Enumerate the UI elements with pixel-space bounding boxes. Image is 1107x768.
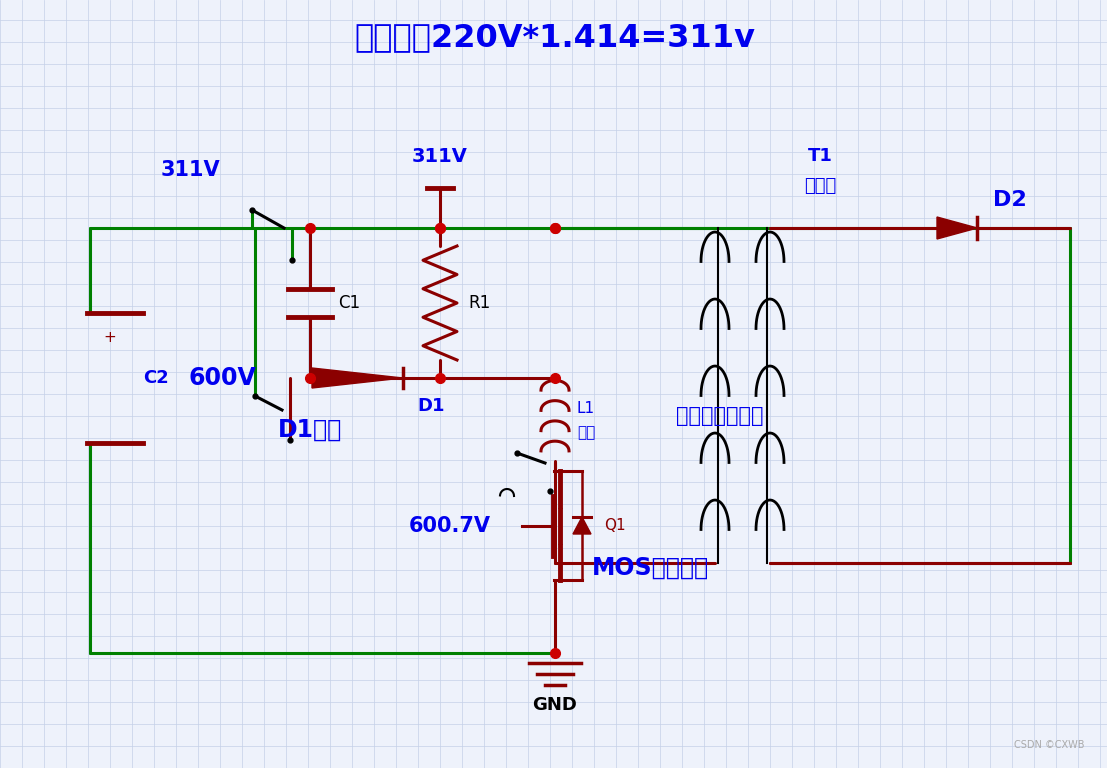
Text: GND: GND (532, 696, 578, 714)
Text: C2: C2 (143, 369, 168, 387)
Text: CSDN ©CXWB: CSDN ©CXWB (1014, 740, 1085, 750)
Text: 600V: 600V (188, 366, 256, 390)
Text: D1: D1 (417, 397, 445, 415)
Text: 600.7V: 600.7V (408, 516, 492, 536)
Text: D1导通: D1导通 (278, 418, 342, 442)
Text: 漏感能量释放完: 漏感能量释放完 (676, 406, 764, 426)
Text: R1: R1 (468, 294, 490, 312)
Text: MOS关闭过程: MOS关闭过程 (591, 556, 708, 580)
Text: Q1: Q1 (604, 518, 625, 534)
Polygon shape (312, 368, 403, 388)
Text: 311V: 311V (161, 160, 220, 180)
Text: D2: D2 (993, 190, 1027, 210)
Text: 漏感: 漏感 (577, 425, 596, 440)
Text: C1: C1 (338, 294, 360, 312)
Text: 变压器: 变压器 (804, 177, 836, 195)
Polygon shape (573, 517, 591, 534)
Text: L1: L1 (577, 401, 596, 416)
Polygon shape (937, 217, 977, 239)
Text: 311V: 311V (412, 147, 468, 165)
Text: +: + (104, 330, 116, 346)
Text: T1: T1 (808, 147, 832, 165)
Text: 整流之后220V*1.414=311v: 整流之后220V*1.414=311v (354, 22, 755, 54)
